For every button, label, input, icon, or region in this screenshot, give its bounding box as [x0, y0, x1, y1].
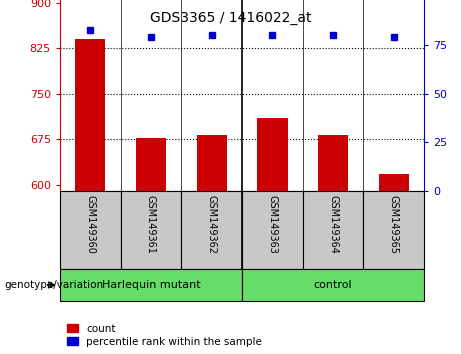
Bar — [196, 135, 227, 191]
Text: Harlequin mutant: Harlequin mutant — [102, 280, 200, 290]
Text: GSM149363: GSM149363 — [267, 195, 278, 254]
Bar — [181, 191, 242, 269]
Bar — [136, 138, 166, 191]
Text: GSM149360: GSM149360 — [85, 195, 95, 254]
Text: GSM149362: GSM149362 — [207, 195, 217, 254]
Text: GSM149361: GSM149361 — [146, 195, 156, 254]
Text: GSM149364: GSM149364 — [328, 195, 338, 254]
Bar — [378, 174, 409, 191]
Bar — [363, 191, 424, 269]
Text: control: control — [314, 280, 352, 290]
Legend: count, percentile rank within the sample: count, percentile rank within the sample — [65, 321, 264, 349]
Bar — [75, 39, 106, 191]
Bar — [303, 191, 363, 269]
Bar — [318, 135, 348, 191]
Text: genotype/variation: genotype/variation — [5, 280, 104, 290]
Bar — [60, 191, 121, 269]
Bar — [257, 118, 288, 191]
Text: GDS3365 / 1416022_at: GDS3365 / 1416022_at — [150, 11, 311, 25]
Bar — [242, 191, 303, 269]
Bar — [60, 269, 242, 301]
Text: GSM149365: GSM149365 — [389, 195, 399, 254]
Bar — [242, 269, 424, 301]
Bar — [121, 191, 181, 269]
